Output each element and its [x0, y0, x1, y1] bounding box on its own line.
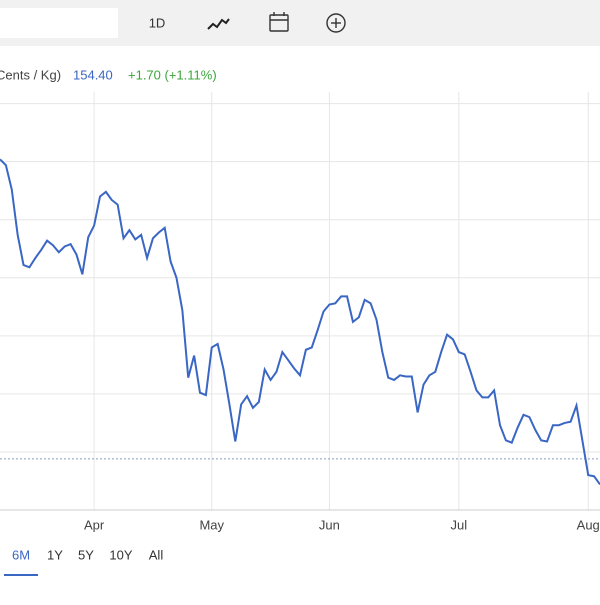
x-tick-label: May [199, 517, 224, 532]
price-line-series [0, 158, 600, 486]
legend-unit: Cents / Kg) [0, 67, 61, 82]
x-tick-label: Jun [319, 517, 340, 532]
plot [0, 92, 600, 511]
calendar-icon[interactable] [269, 12, 289, 32]
x-tick-label: Jul [451, 517, 468, 532]
range-button[interactable]: 1Y [47, 547, 63, 562]
range-bar: 6M 1Y 5Y 10Y All [4, 547, 164, 576]
x-tick-label: Aug [577, 517, 600, 532]
x-tick-label: Apr [84, 517, 105, 532]
range-button[interactable]: 6M [12, 547, 30, 562]
range-button[interactable]: 5Y [78, 547, 94, 562]
interval-button[interactable]: 1D [149, 15, 166, 30]
range-button[interactable]: 10Y [109, 547, 132, 562]
range-button[interactable]: All [149, 547, 164, 562]
add-icon[interactable] [326, 13, 346, 33]
symbol-input[interactable] [0, 8, 118, 38]
chart-type-icon[interactable] [207, 18, 230, 30]
legend-price: 154.40 [73, 67, 113, 82]
legend-change: +1.70 (+1.11%) [128, 67, 217, 82]
